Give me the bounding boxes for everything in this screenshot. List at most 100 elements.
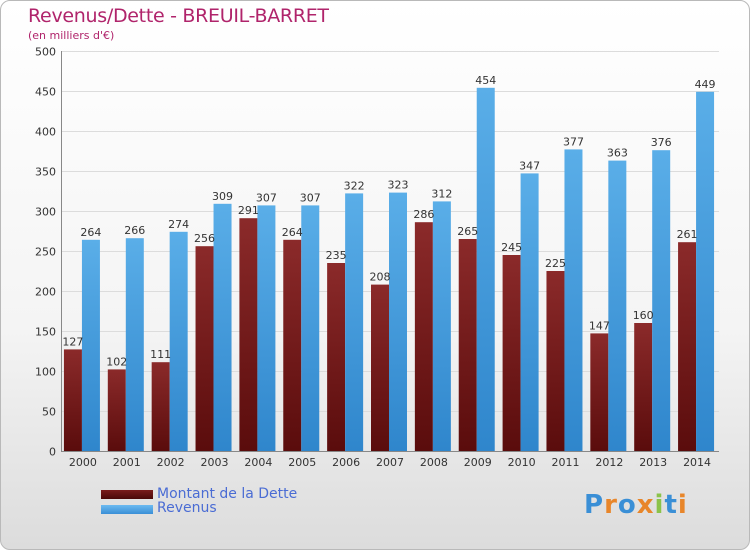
y-tick-label: 250	[35, 246, 56, 259]
x-tick-label: 2010	[508, 456, 536, 469]
x-tick-label: 2003	[201, 456, 229, 469]
x-tick-label: 2008	[420, 456, 448, 469]
bar-debt	[327, 263, 346, 451]
value-label-revenue: 264	[80, 226, 101, 239]
y-tick-label: 350	[35, 166, 56, 179]
value-label-debt: 256	[194, 232, 215, 245]
bar-revenue	[652, 150, 671, 451]
bar-revenue	[257, 205, 276, 451]
value-label-revenue: 312	[431, 187, 452, 200]
x-tick-label: 2014	[683, 456, 711, 469]
value-label-debt: 147	[589, 319, 610, 332]
value-label-debt: 261	[677, 228, 698, 241]
x-tick-label: 2002	[157, 456, 185, 469]
bar-debt	[590, 333, 609, 451]
bar-revenue	[608, 160, 627, 451]
bar-revenue	[520, 173, 539, 451]
bar-revenue	[345, 193, 364, 451]
value-label-debt: 264	[282, 226, 303, 239]
bar-debt	[283, 239, 302, 451]
bar-revenue	[125, 238, 144, 451]
bar-revenue	[564, 149, 583, 451]
proxiti-logo: Proxiti	[584, 490, 688, 520]
value-label-revenue: 309	[212, 190, 233, 203]
bar-revenue	[213, 203, 232, 451]
value-label-revenue: 274	[168, 218, 189, 231]
value-label-debt: 208	[370, 271, 391, 284]
value-label-debt: 235	[326, 249, 347, 262]
logo-letter: x	[636, 490, 655, 520]
value-label-debt: 160	[633, 309, 654, 322]
legend-swatch-debt	[101, 490, 153, 499]
chart-title: Revenus/Dette - BREUIL-BARRET	[28, 5, 329, 27]
bar-debt	[63, 349, 82, 451]
bar-debt	[414, 222, 433, 451]
legend-label-revenue: Revenus	[157, 500, 217, 516]
value-label-revenue: 363	[607, 147, 628, 160]
value-label-debt: 265	[457, 225, 478, 238]
y-tick-label: 0	[49, 446, 56, 459]
bar-revenue	[169, 231, 188, 451]
value-labels: 1272641022661112742563092913072643072353…	[62, 74, 715, 369]
bars-group	[63, 87, 715, 452]
y-axis-labels: 0 50 100 150 200 250 300 350 400 450 500	[35, 46, 56, 459]
bar-revenue	[301, 205, 320, 451]
value-label-revenue: 307	[300, 191, 321, 204]
bar-debt	[546, 271, 565, 451]
bar-debt	[634, 323, 653, 451]
x-tick-label: 2011	[551, 456, 579, 469]
value-label-debt: 111	[150, 348, 171, 361]
bar-debt	[107, 369, 126, 451]
bar-revenue	[432, 201, 451, 451]
logo-letter: t	[664, 490, 678, 520]
y-tick-label: 50	[42, 406, 56, 419]
x-axis-labels: 2000 2001 2002 2003 2004 2005 2006 2007 2008 2009…	[69, 456, 711, 469]
value-label-debt: 127	[62, 335, 83, 348]
x-tick-label: 2013	[639, 456, 667, 469]
y-tick-label: 400	[35, 126, 56, 139]
value-label-debt: 225	[545, 257, 566, 270]
x-tick-label: 2007	[376, 456, 404, 469]
bar-debt	[458, 239, 477, 451]
logo-letter: o	[617, 490, 637, 520]
bar-revenue	[81, 239, 100, 451]
value-label-debt: 286	[413, 208, 434, 221]
logo-letter: r	[604, 490, 618, 520]
value-label-revenue: 322	[344, 179, 365, 192]
chart-subtitle: (en milliers d'€)	[28, 29, 115, 42]
value-label-debt: 245	[501, 241, 522, 254]
bar-debt	[502, 255, 521, 451]
logo-letter: i	[654, 490, 665, 520]
bar-revenue	[389, 192, 407, 451]
x-tick-label: 2001	[113, 456, 141, 469]
value-label-revenue: 347	[519, 159, 540, 172]
value-label-revenue: 376	[651, 136, 672, 149]
bar-debt	[371, 284, 389, 451]
logo-letter: P	[584, 490, 605, 520]
y-tick-label: 100	[35, 366, 56, 379]
value-label-revenue: 266	[124, 224, 145, 237]
value-label-revenue: 449	[695, 78, 716, 91]
value-label-revenue: 454	[475, 74, 496, 87]
bar-debt	[678, 242, 697, 451]
bar-debt	[239, 218, 258, 451]
x-tick-label: 2000	[69, 456, 97, 469]
value-label-revenue: 323	[388, 179, 409, 192]
value-label-revenue: 377	[563, 135, 584, 148]
bar-revenue	[476, 87, 495, 452]
bar-debt	[151, 362, 170, 451]
x-tick-label: 2006	[332, 456, 360, 469]
legend-label-debt: Montant de la Dette	[157, 486, 298, 502]
x-tick-label: 2009	[464, 456, 492, 469]
bar-debt	[195, 246, 214, 451]
bar-revenue	[696, 91, 715, 452]
value-label-revenue: 307	[256, 191, 277, 204]
value-label-debt: 291	[238, 204, 259, 217]
y-tick-label: 500	[35, 46, 56, 59]
y-tick-label: 300	[35, 206, 56, 219]
value-label-debt: 102	[106, 355, 127, 368]
y-tick-label: 150	[35, 326, 56, 339]
legend-swatch-revenue	[101, 505, 153, 514]
